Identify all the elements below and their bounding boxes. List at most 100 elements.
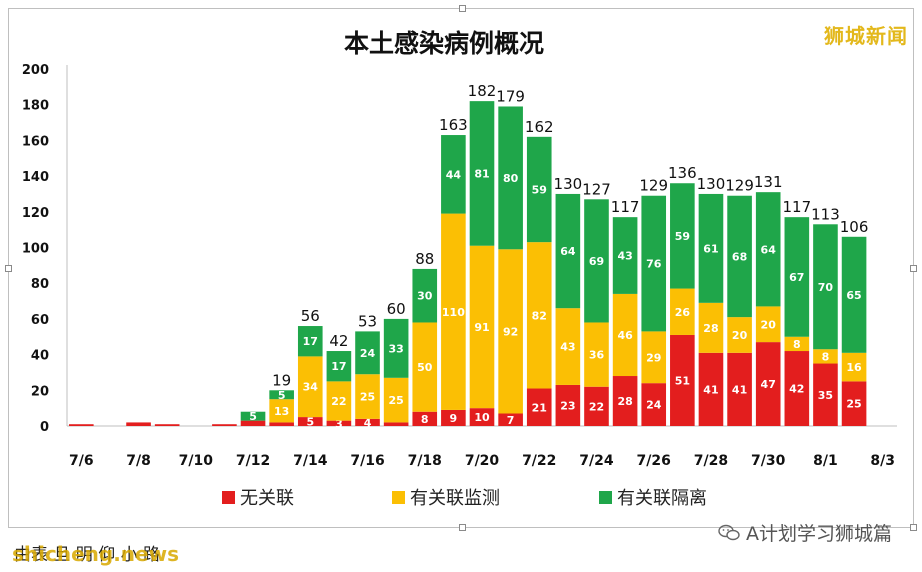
bar-segment (526, 242, 552, 389)
data-label: 36 (589, 349, 605, 362)
y-tick-label: 80 (31, 277, 49, 292)
bar-segment (212, 424, 237, 426)
resize-handle-top[interactable] (459, 5, 466, 12)
bar-segment (412, 411, 438, 426)
y-tick-label: 0 (40, 420, 49, 435)
data-label: 67 (789, 271, 804, 284)
data-label: 65 (846, 289, 861, 302)
bar-segment (240, 420, 266, 426)
data-label: 91 (474, 321, 489, 334)
data-label: 28 (703, 322, 718, 335)
data-label: 64 (560, 245, 576, 258)
x-tick-label: 7/26 (637, 453, 671, 469)
data-label: 17 (303, 335, 318, 348)
x-tick-label: 7/6 (69, 453, 94, 469)
bar-segment (612, 293, 638, 377)
y-tick-label: 120 (22, 206, 49, 221)
account-name: A计划学习狮城篇 (746, 523, 892, 545)
bar-segment (755, 192, 781, 307)
bar-segment (698, 352, 724, 426)
x-tick-label: 7/22 (522, 453, 556, 469)
bar-segment (670, 288, 695, 335)
resize-handle-bottom[interactable] (459, 524, 466, 531)
data-label: 33 (388, 342, 403, 355)
bar-segment (555, 308, 581, 385)
resize-handle-left[interactable] (5, 265, 12, 272)
bar-segment (755, 306, 781, 343)
bar-segment (383, 318, 409, 378)
x-tick-label: 7/16 (350, 453, 384, 469)
bar-segment (784, 336, 810, 352)
total-label: 19 (272, 371, 291, 389)
bar-segment (813, 349, 838, 364)
data-label: 7 (507, 414, 515, 427)
bar-segment (297, 326, 323, 357)
data-label: 17 (331, 360, 346, 373)
total-label: 129 (725, 177, 754, 195)
data-label: 110 (442, 306, 465, 319)
x-tick-label: 7/14 (293, 453, 328, 469)
total-label: 136 (668, 164, 697, 182)
bar-segment (727, 317, 752, 353)
y-tick-label: 180 (22, 99, 49, 114)
total-label: 60 (387, 300, 406, 318)
bar-segment (498, 249, 523, 414)
bar-segment (469, 245, 495, 409)
bar-segment (355, 331, 380, 375)
data-label: 25 (360, 391, 375, 404)
bar-segment (670, 334, 695, 426)
bar-segment (126, 422, 151, 426)
data-label: 20 (732, 329, 748, 342)
total-label: 179 (496, 87, 525, 105)
legend: 无关联 有关联监测 有关联隔离 (222, 488, 707, 509)
total-label: 127 (582, 180, 611, 198)
data-label: 25 (388, 394, 403, 407)
bar-segment (498, 106, 523, 250)
legend-swatch-surveillance (392, 491, 405, 504)
footer-note: 由表 旦 明 仰 小 路 (14, 545, 161, 565)
data-label: 5 (249, 410, 257, 423)
bar-segment (698, 193, 724, 303)
data-label: 76 (646, 258, 662, 271)
bar-segment (469, 101, 495, 246)
bar-segment (841, 236, 867, 353)
total-label: 113 (811, 205, 840, 223)
total-label: 130 (697, 175, 726, 193)
data-label: 61 (703, 242, 718, 255)
total-label: 56 (301, 307, 320, 325)
total-label: 163 (439, 116, 468, 134)
bar-segment (154, 424, 180, 426)
bar-segment (526, 388, 552, 426)
resize-handle-bottom-right[interactable] (910, 524, 917, 531)
bar-segment (813, 363, 838, 426)
data-label: 22 (331, 395, 346, 408)
resize-handle-right[interactable] (910, 265, 917, 272)
total-label: 129 (639, 177, 668, 195)
x-tick-label: 7/12 (236, 453, 270, 469)
bar-segment (469, 408, 495, 426)
data-label: 47 (761, 378, 776, 391)
y-tick-label: 60 (31, 313, 49, 328)
bar-segment (326, 420, 352, 426)
total-label: 162 (525, 118, 554, 136)
x-tick-label: 8/1 (813, 453, 838, 469)
bar-segment (297, 356, 323, 418)
data-label: 5 (278, 389, 286, 402)
legend-swatch-quarantine (599, 491, 612, 504)
bar-segment (355, 418, 380, 426)
data-label: 9 (450, 412, 458, 425)
bar-segment (412, 268, 438, 323)
data-label: 80 (503, 172, 519, 185)
total-label: 130 (554, 175, 583, 193)
data-label: 68 (732, 250, 747, 263)
data-label: 41 (732, 383, 747, 396)
bar-segment (584, 386, 609, 426)
x-tick-label: 7/28 (694, 453, 728, 469)
data-label: 29 (646, 351, 661, 364)
bar-segment (69, 424, 94, 426)
total-label: 117 (611, 198, 640, 216)
data-label: 16 (846, 361, 862, 374)
bar-segment (612, 376, 638, 426)
data-label: 28 (617, 395, 632, 408)
total-label: 131 (754, 173, 783, 191)
